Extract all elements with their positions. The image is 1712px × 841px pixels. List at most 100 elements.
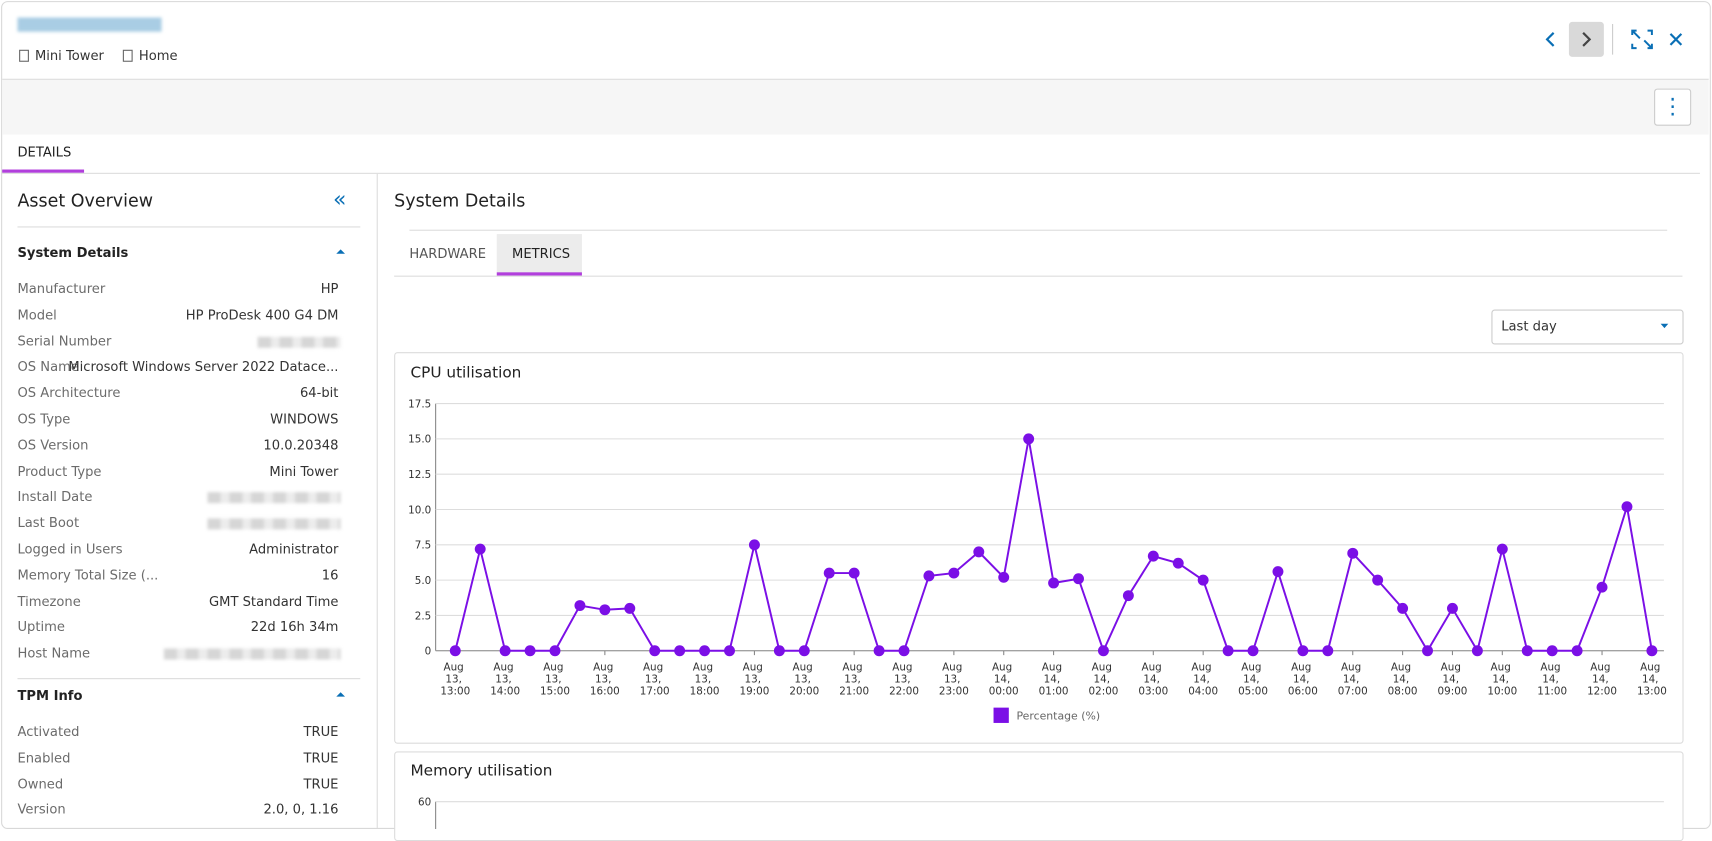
data-point [1496,543,1508,555]
data-point [699,645,711,657]
blurred-value [207,518,341,530]
blurred-value [207,492,341,504]
x-tick-label: Aug 13, 20:00 [789,661,819,697]
x-tick-label: Aug 14, 09:00 [1438,661,1468,697]
x-tick-label: Aug 13, 21:00 [839,661,869,697]
field-label: Serial Number [17,333,112,349]
field-value: GMT Standard Time [208,593,339,609]
active-tab-underline [496,272,582,276]
data-point [1372,574,1384,586]
data-point [1471,645,1483,657]
blurred-value [163,648,341,660]
field-value: HP [320,281,339,297]
x-tick-label: Aug 14, 13:00 [1637,661,1667,697]
data-point [1397,602,1409,614]
data-point [823,567,835,579]
tab-divider [2,172,1700,174]
field-label: Manufacturer [17,281,106,297]
section-caret[interactable] [336,249,346,254]
breadcrumb-text[interactable]: Mini Tower [34,48,104,64]
field-label: Uptime [17,619,65,635]
chart-title: CPU utilisation [411,363,522,381]
details-tab[interactable]: DETAILS [17,144,72,160]
prev-button[interactable] [1545,32,1555,47]
breadcrumbs: Mini Tower Home [17,48,178,64]
y-tick-label: 5.0 [415,575,431,587]
tabs-divider [394,275,1683,277]
next-icon [1582,32,1592,47]
field-label: Host Name [17,645,91,661]
field-label: OS Name [17,359,79,375]
section-divider [17,678,361,680]
data-point [1197,574,1209,586]
field-label: Activated [17,724,80,740]
data-point [574,600,586,612]
range-select[interactable] [1491,309,1684,345]
y-tick-label: 0 [425,646,432,658]
field-label: Install Date [17,489,93,505]
field-value: 22d 16h 34m [250,619,339,635]
data-point [524,645,536,657]
data-point [649,645,661,657]
x-tick-label: Aug 13, 16:00 [590,661,620,697]
x-tick-label: Aug 14, 06:00 [1288,661,1318,697]
y-tick-label: 12.5 [408,469,431,481]
field-label: OS Type [17,411,71,427]
x-tick-label: Aug 13, 17:00 [640,661,670,697]
hardware-tab[interactable]: HARDWARE [409,246,487,262]
field-label: Memory Total Size (... [17,567,159,583]
x-tick-label: Aug 14, 01:00 [1039,661,1069,697]
data-point [1023,433,1035,445]
x-tick-label: Aug 13, 19:00 [739,661,769,697]
data-point [773,645,785,657]
section-caret[interactable] [336,692,346,697]
sidebar-title: Asset Overview [17,190,154,212]
data-point [1097,645,1109,657]
field-value: WINDOWS [270,411,339,427]
x-tick-label: Aug 14, 03:00 [1138,661,1168,697]
x-tick-label: Aug 13, 15:00 [540,661,570,697]
data-point [1446,602,1458,614]
breadcrumb-text[interactable]: Home [138,48,178,64]
field-value: 16 [321,567,339,583]
field-label: Product Type [17,463,102,479]
data-point [748,539,760,551]
field-value: 64-bit [299,385,339,401]
field-value: Mini Tower [269,463,339,479]
breadcrumb-icon [123,49,133,62]
data-point [898,645,910,657]
y-tick-label: 17.5 [408,398,431,410]
field-label: Enabled [17,750,71,766]
field-value: TRUE [303,724,339,740]
window-controls [1545,21,1683,57]
close-button[interactable] [1669,33,1683,46]
x-tick-label: Aug 14, 05:00 [1238,661,1268,697]
collapse-button[interactable]: « [332,185,347,213]
data-point [948,567,960,579]
section-title[interactable]: TPM Info [17,687,83,704]
y-tick-label: 15.0 [408,434,431,446]
next-button[interactable] [1568,21,1604,57]
breadcrumb: Home [121,48,178,64]
field-value: TRUE [303,776,339,792]
data-point [1222,645,1234,657]
field-label: Owned [17,776,64,792]
y-tick-label: 60 [418,797,431,809]
field-label: OS Architecture [17,385,121,401]
field-label: Last Boot [17,515,80,531]
field-value: 10.0.20348 [263,437,339,453]
x-tick-label: Aug 14, 10:00 [1487,661,1517,697]
data-point [1122,590,1134,602]
metrics-tab[interactable]: METRICS [512,246,571,262]
expand-button[interactable] [1631,29,1653,50]
data-point [1571,645,1583,657]
more-button[interactable]: ⋮ [1654,88,1692,126]
x-tick-label: Aug 14, 08:00 [1388,661,1418,697]
data-point [724,645,735,657]
data-point [1322,645,1334,657]
data-point [923,570,935,582]
x-tick-label: Aug 13, 13:00 [440,661,470,697]
section-title[interactable]: System Details [17,244,129,261]
x-tick-label: Aug 14, 12:00 [1587,661,1617,697]
